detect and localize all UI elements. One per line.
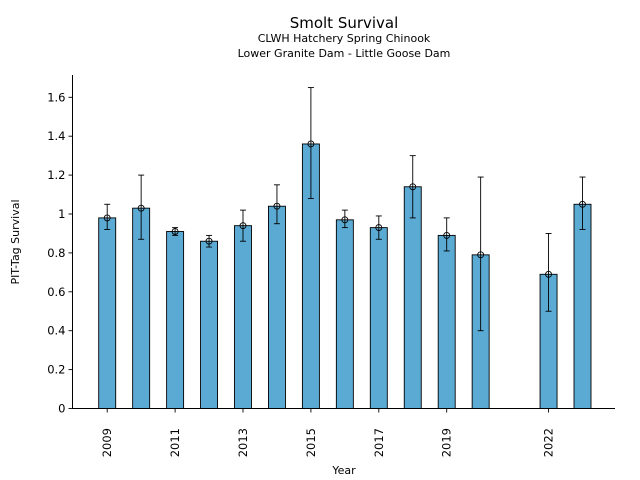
- y-tick-label: 0: [58, 402, 65, 416]
- bar-2016: [335, 219, 354, 409]
- error-bars-layer: [104, 87, 586, 332]
- markers-layer: [103, 140, 586, 278]
- error-bar-2017: [375, 215, 382, 240]
- error-bar-2020: [477, 176, 484, 332]
- y-tick-label: 0.4: [47, 324, 65, 338]
- point-marker-2013: [239, 222, 247, 230]
- bars-layer: [98, 143, 592, 409]
- x-tick-label: 2022: [542, 428, 556, 457]
- error-bar-2019: [443, 217, 450, 252]
- x-tick-label: 2013: [236, 428, 250, 457]
- error-bar-2009: [104, 203, 111, 231]
- x-tick-label: 2015: [304, 428, 318, 457]
- point-marker-2011: [171, 228, 179, 235]
- error-bar-2022: [545, 232, 552, 312]
- point-marker-2018: [409, 183, 417, 191]
- x-tick-label: 2009: [100, 428, 114, 457]
- bar-2012: [200, 240, 219, 409]
- point-marker-2019: [443, 231, 451, 239]
- point-marker-2016: [341, 216, 349, 224]
- chart-subtitle-line-1: CLWH Hatchery Spring Chinook: [258, 32, 431, 45]
- point-marker-2014: [273, 202, 281, 210]
- error-bar-2010: [138, 174, 145, 240]
- bar-2009: [98, 217, 117, 409]
- y-tick-label: 1.6: [47, 90, 65, 104]
- error-bar-2023: [579, 176, 586, 231]
- x-tick-label: 2019: [440, 428, 454, 457]
- y-tick-label: 1.4: [47, 129, 65, 143]
- y-tick-label: 0.2: [47, 363, 65, 377]
- y-tick-label: 1.2: [47, 168, 65, 182]
- bar-2014: [268, 205, 286, 409]
- bar-2018: [403, 186, 422, 409]
- point-marker-2022: [545, 270, 552, 278]
- error-bar-2015: [307, 87, 314, 199]
- point-marker-2015: [307, 140, 315, 148]
- x-axis-label: Year: [331, 464, 356, 477]
- y-tick-label: 0.8: [47, 246, 65, 260]
- bar-2013: [234, 225, 252, 409]
- x-tick-label: 2017: [372, 428, 386, 457]
- y-tick-label: 1: [58, 207, 65, 221]
- error-bar-2018: [409, 155, 416, 219]
- bar-2019: [437, 234, 456, 409]
- x-tick-label: 2011: [168, 428, 182, 457]
- y-axis-label: PIT-Tag Survival: [9, 199, 22, 284]
- point-marker-2023: [579, 200, 586, 208]
- bar-2017: [369, 227, 388, 409]
- error-bar-2012: [206, 234, 213, 248]
- chart-title: Smolt Survival: [290, 14, 399, 32]
- error-bar-2016: [341, 209, 348, 229]
- point-marker-2020: [477, 251, 485, 259]
- error-bar-2013: [240, 209, 246, 242]
- bar-2011: [166, 231, 185, 409]
- point-marker-2010: [137, 204, 145, 212]
- x-ticks: 2009 2011 2013 2015 2017 2019 2022: [100, 408, 556, 457]
- point-marker-2017: [375, 224, 383, 232]
- point-marker-2009: [103, 214, 111, 222]
- error-bar-2014: [273, 184, 280, 225]
- y-ticks: 0 0.2 0.4 0.6 0.8 1 1.2 1.4 1.6: [47, 90, 73, 416]
- bar-2023: [573, 203, 592, 409]
- point-marker-2012: [205, 237, 213, 245]
- chart-subtitle-line-2: Lower Granite Dam - Little Goose Dam: [238, 47, 451, 60]
- y-tick-label: 0.6: [47, 285, 65, 299]
